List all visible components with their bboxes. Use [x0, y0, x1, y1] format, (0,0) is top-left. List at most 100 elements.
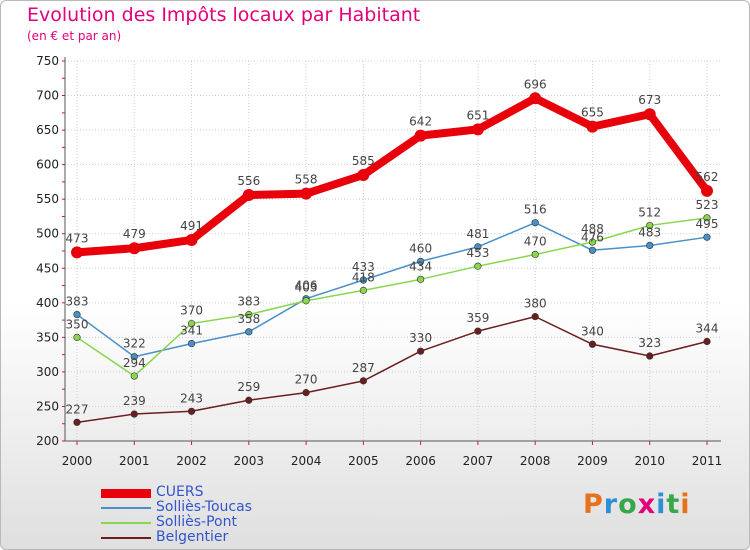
data-point [302, 389, 310, 397]
y-tick-label: 250 [36, 399, 59, 413]
data-label: 344 [696, 322, 719, 336]
data-point [302, 297, 310, 305]
data-label: 403 [295, 281, 318, 295]
legend-label: CUERS [156, 484, 204, 500]
data-label: 495 [696, 217, 719, 231]
data-label: 330 [409, 331, 432, 345]
data-point [643, 108, 656, 121]
data-point [73, 418, 81, 426]
data-label: 470 [524, 234, 547, 248]
y-tick-label: 300 [36, 365, 59, 379]
axes: 200 250 300 350 400 450 500 550 600 650 700 750 2000… [36, 54, 722, 468]
data-label: 406 [295, 279, 318, 293]
data-point [357, 169, 370, 181]
data-label: 483 [638, 225, 661, 239]
data-point [529, 92, 542, 105]
data-point [417, 347, 425, 355]
data-point [646, 241, 654, 250]
data-point [474, 262, 482, 270]
data-label: 227 [66, 402, 89, 416]
logo-letter: i [656, 489, 667, 520]
data-point [646, 352, 654, 360]
data-point [531, 219, 539, 227]
data-point [245, 310, 253, 319]
data-label: 323 [638, 336, 661, 350]
data-point [701, 184, 713, 197]
legend-swatch [101, 507, 151, 509]
data-point [359, 286, 367, 294]
data-label: 287 [352, 361, 375, 375]
data-point [531, 313, 539, 321]
data-label: 239 [123, 394, 146, 408]
data-label: 562 [696, 170, 719, 184]
logo-letter: x [637, 489, 657, 520]
logo-letter: i [680, 489, 691, 520]
data-label: 491 [180, 219, 203, 233]
legend-swatch [101, 522, 151, 524]
x-tick-label: 2011 [692, 454, 723, 468]
data-point [531, 250, 539, 259]
chart-title: Evolution des Impôts locaux par Habitant [27, 4, 421, 26]
data-label: 270 [295, 373, 318, 387]
data-point [73, 333, 81, 341]
data-point [471, 123, 484, 136]
legend-swatch [101, 488, 151, 498]
data-point [187, 319, 196, 328]
data-label: 433 [352, 260, 375, 274]
data-label: 434 [409, 259, 432, 273]
data-point [417, 275, 425, 283]
data-label: 359 [466, 311, 489, 325]
y-tick-label: 600 [36, 158, 59, 172]
x-tick-label: 2004 [291, 454, 322, 468]
x-tick-label: 2003 [234, 454, 265, 468]
x-tick-label: 2002 [176, 454, 207, 468]
y-tick-label: 450 [36, 261, 59, 275]
data-point [474, 243, 482, 251]
data-label: 585 [352, 154, 375, 168]
data-label: 516 [524, 203, 547, 217]
data-point [130, 372, 138, 380]
x-tick-label: 2000 [62, 454, 93, 468]
data-point [703, 337, 711, 346]
data-label: 473 [66, 231, 89, 245]
x-tick-label: 2008 [520, 454, 551, 468]
y-tick-label: 550 [36, 192, 59, 206]
data-point [588, 238, 597, 246]
x-tick-label: 2005 [348, 454, 379, 468]
data-label: 523 [696, 198, 719, 212]
y-tick-label: 400 [36, 296, 59, 310]
data-label: 558 [295, 173, 318, 187]
data-point [300, 187, 313, 200]
data-point [359, 276, 367, 284]
legend-label: Solliès-Pont [156, 514, 237, 530]
data-point [71, 246, 83, 259]
data-point [417, 257, 425, 265]
legend-swatch [101, 537, 151, 539]
x-tick-label: 2006 [405, 454, 436, 468]
series-line-solli-s-toucas [76, 221, 708, 358]
data-point [245, 328, 253, 336]
x-tick-label: 2009 [577, 454, 608, 468]
y-tick-label: 200 [36, 434, 59, 448]
logo-letter: P [583, 489, 604, 520]
data-label: 322 [123, 337, 146, 351]
series-line-solli-s-pont [76, 217, 708, 377]
data-point [130, 353, 138, 361]
data-point [703, 214, 711, 222]
logo-letter: o [618, 489, 638, 520]
data-label: 370 [180, 304, 203, 318]
data-label: 418 [352, 270, 375, 284]
x-tick-label: 2007 [463, 454, 494, 468]
data-label: 380 [524, 297, 547, 311]
data-label: 383 [66, 295, 89, 309]
data-point [703, 233, 711, 241]
data-label: 453 [466, 246, 489, 260]
data-point [474, 327, 482, 335]
data-label: 696 [524, 77, 547, 91]
data-point [187, 339, 196, 348]
y-tick-label: 500 [36, 227, 59, 241]
data-point [414, 129, 427, 142]
data-label: 460 [409, 241, 432, 255]
